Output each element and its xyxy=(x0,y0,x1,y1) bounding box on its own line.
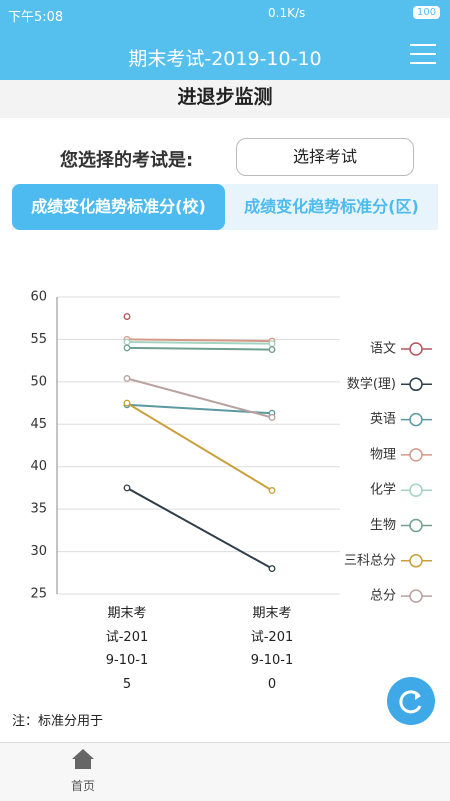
header-title: 期末考试-2019-10-10 xyxy=(128,48,322,70)
series-line xyxy=(126,402,273,492)
series-line xyxy=(126,377,273,419)
tab[interactable]: 成绩变化趋势标准分(区) xyxy=(244,197,419,216)
home-icon[interactable] xyxy=(71,748,95,770)
legend-marker xyxy=(409,377,423,392)
data-point xyxy=(123,344,131,352)
nav-home[interactable]: 首页 xyxy=(70,779,95,793)
selector-label: 您选择的考试是: xyxy=(60,150,194,171)
legend-label: 语文 xyxy=(370,342,396,357)
y-tick-label: 25 xyxy=(30,587,47,602)
legend-label: 总分 xyxy=(370,589,396,604)
battery: 100 xyxy=(413,6,441,19)
legend-marker xyxy=(409,589,423,603)
time: 下午5:08 xyxy=(8,10,64,25)
legend-label: 生物 xyxy=(370,518,396,533)
y-tick-label: 50 xyxy=(30,374,47,389)
data-point xyxy=(123,313,131,320)
y-tick-label: 35 xyxy=(30,502,47,517)
y-tick-label: 30 xyxy=(30,544,47,559)
status-bar: 下午5:08 0.1K/s 100 xyxy=(0,0,450,30)
menu-icon[interactable] xyxy=(410,42,438,66)
data-point xyxy=(268,487,276,494)
data-point xyxy=(268,565,276,572)
data-point xyxy=(123,338,131,346)
y-tick-label: 60 xyxy=(30,290,47,305)
legend-label: 英语 xyxy=(370,412,396,427)
select-button[interactable]: 选择考试 xyxy=(236,138,414,176)
app-header: 期末考试-2019-10-10 xyxy=(0,30,450,80)
data-point xyxy=(268,414,276,421)
x-tick-label: 期末考试-2019-10-10 xyxy=(250,606,294,692)
data-point xyxy=(123,375,131,382)
data-point xyxy=(123,484,131,492)
legend-label: 物理 xyxy=(370,447,396,462)
series-line xyxy=(126,338,273,343)
legend-marker xyxy=(409,412,423,427)
legend-marker xyxy=(409,342,423,356)
legend-label: 三科总分 xyxy=(344,553,396,568)
legend-marker xyxy=(409,483,423,497)
series-line xyxy=(126,346,273,351)
refresh-button[interactable] xyxy=(386,676,436,726)
note: 注：标准分用于 xyxy=(12,714,104,729)
legend-label: 数学(理) xyxy=(347,376,396,392)
data-point xyxy=(268,340,276,348)
legend-marker xyxy=(409,554,423,568)
x-tick-label: 期末考试-2019-10-15 xyxy=(105,606,149,692)
tab-active[interactable]: 成绩变化趋势标准分(校) xyxy=(12,184,225,230)
legend-marker xyxy=(409,448,423,462)
legend-marker xyxy=(409,518,423,533)
section-title: 进退步监测 xyxy=(0,80,450,118)
bottom-nav: 首页 xyxy=(0,742,450,801)
data-point xyxy=(268,346,276,354)
data-point xyxy=(123,399,131,407)
y-tick-label: 40 xyxy=(30,459,47,474)
y-tick-label: 55 xyxy=(30,332,47,347)
y-tick-label: 45 xyxy=(30,417,47,432)
series-line xyxy=(126,487,273,570)
series-line xyxy=(126,340,273,345)
net-speed: 0.1K/s xyxy=(268,6,306,20)
legend-label: 化学 xyxy=(370,482,396,498)
